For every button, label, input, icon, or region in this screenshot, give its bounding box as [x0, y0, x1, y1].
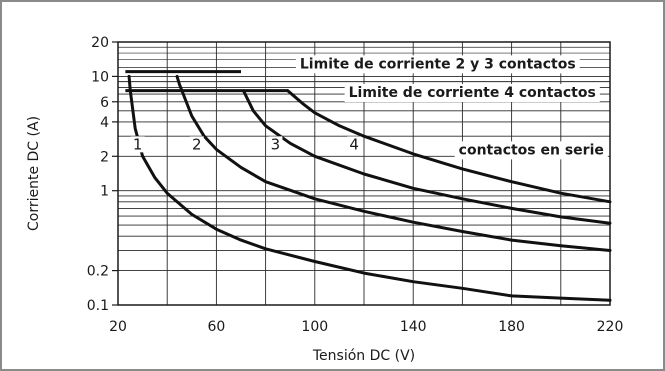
- annotation-2: Limite de corriente 4 contactos: [349, 85, 596, 101]
- y-tick-label: 20: [91, 35, 109, 51]
- series-line-3: [241, 89, 612, 225]
- y-tick-label: 4: [100, 115, 109, 131]
- y-tick-label: 10: [91, 69, 109, 85]
- series-line-4: [286, 89, 612, 204]
- y-tick-label: 6: [100, 95, 109, 111]
- annotation-bg: [454, 141, 608, 160]
- series-label-1: 1: [133, 135, 143, 153]
- y-axis-label: Corriente DC (A): [26, 116, 42, 231]
- annotation-3: contactos en serie: [459, 142, 604, 158]
- annotation-1: Limite de corriente 2 y 3 contactos: [300, 56, 576, 72]
- series-label-4: 4: [349, 135, 359, 153]
- y-tick-label: 0.2: [87, 264, 109, 280]
- x-tick-labels: 20 60 100 140 180 220: [109, 319, 623, 335]
- x-tick-label: 180: [498, 319, 525, 335]
- series-label-bg: [268, 136, 283, 153]
- series-label-bg: [189, 136, 204, 153]
- y-tick-labels: 0.1 0.2 1 2 4 6 10 20: [87, 35, 118, 314]
- annotation-bg: [344, 84, 600, 103]
- y-tick-label: 2: [100, 149, 109, 165]
- series-curves: 1 2 3 4: [127, 74, 612, 302]
- x-tick-label: 220: [597, 319, 624, 335]
- x-tick-label: 20: [109, 319, 127, 335]
- annotation-bg: [295, 55, 580, 74]
- y-tick-label: 1: [100, 184, 109, 200]
- x-tick-label: 140: [400, 319, 427, 335]
- series-label-3: 3: [271, 135, 281, 153]
- series-line-2: [175, 74, 612, 252]
- annotations: Limite de corriente 2 y 3 contactos Limit…: [295, 55, 608, 160]
- x-tick-label: 60: [207, 319, 225, 335]
- series-label-bg: [130, 136, 145, 153]
- plot-area-border: [117, 41, 611, 306]
- x-tick-label: 100: [301, 319, 328, 335]
- x-axis-label: Tensión DC (V): [312, 348, 415, 364]
- current-limit-lines: [125, 70, 288, 93]
- series-label-bg: [347, 136, 362, 153]
- series-label-2: 2: [192, 135, 202, 153]
- y-tick-label: 0.1: [87, 298, 109, 314]
